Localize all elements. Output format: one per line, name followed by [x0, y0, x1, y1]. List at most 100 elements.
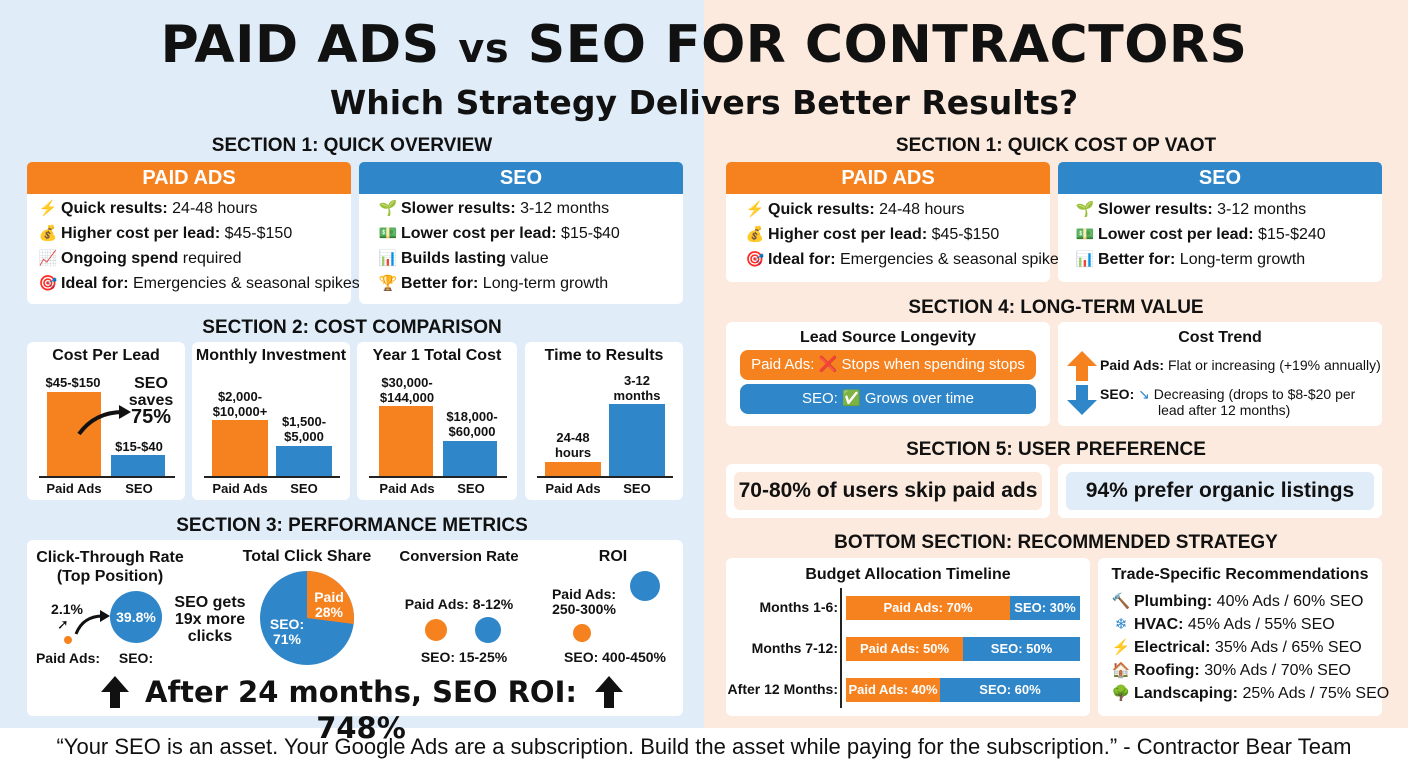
row-label: Higher cost per lead:: [768, 226, 928, 243]
money-icon: 💵: [1075, 226, 1095, 243]
row-label: Builds lasting: [401, 250, 506, 267]
monthly-investment-card: Monthly Investment $2,000- $10,000+ $1,50…: [192, 342, 350, 500]
label-line: $5,000: [284, 429, 324, 444]
note-line: 19x more: [174, 611, 246, 628]
x-label-paid: Paid Ads: [379, 481, 435, 496]
label-line: 28%: [314, 604, 344, 620]
label-line: months: [613, 388, 661, 403]
row-label: Quick results:: [768, 201, 875, 218]
conversion-seo: SEO: 15-25%: [420, 649, 508, 665]
title-line: (Top Position): [56, 568, 164, 585]
skip-paid-ads-stat: 70-80% of users skip paid ads: [734, 472, 1042, 510]
trade-value: 35% Ads / 65% SEO: [1210, 639, 1362, 656]
row-label: Quick results:: [61, 200, 168, 217]
year-one-cost-card: Year 1 Total Cost $30,000- $144,000 $18,0…: [357, 342, 517, 500]
trade-list: 🔨 Plumbing: 40% Ads / 60% SEO ❄ HVAC: 45% …: [1108, 590, 1390, 705]
trade-value: 25% Ads / 75% SEO: [1238, 685, 1390, 702]
cost-trend-paid: Paid Ads: Flat or increasing (+19% annua…: [1100, 356, 1381, 374]
card-title: Trade-Specific Recommendations: [1111, 566, 1369, 583]
paid-ads-bar: [47, 392, 101, 476]
section-3-title: SECTION 3: PERFORMANCE METRICS: [176, 515, 528, 536]
seo-bar-label: $15-$40: [115, 439, 163, 454]
row-label: Better for:: [401, 275, 479, 292]
card-title: Time to Results: [544, 347, 664, 364]
ctr-paid-label: Paid Ads:: [35, 650, 101, 666]
trade-label: Roofing:: [1134, 662, 1200, 679]
row-value: 3-12 months: [1212, 201, 1307, 218]
trade-value: 30% Ads / 70% SEO: [1199, 662, 1351, 679]
timeline-seo-segment: SEO: 30%: [1010, 596, 1080, 620]
label-line: 24-48: [556, 430, 590, 445]
page-subtitle: Which Strategy Delivers Better Results?: [329, 83, 1079, 122]
label-line: Paid: [314, 589, 344, 605]
target-icon: 🎯: [745, 251, 765, 268]
row-value: 3-12 months: [515, 200, 610, 217]
row-value: Emergencies & seasonal spikes: [128, 275, 360, 292]
trophy-icon: 🏆: [378, 275, 398, 292]
trend-label: SEO:: [1100, 386, 1135, 402]
paid-bar-label: $30,000- $144,000: [365, 375, 449, 405]
callout-line: SEO: [134, 375, 168, 392]
timeline-row-label: Months 7-12:: [751, 640, 838, 656]
overview-row: ⚡ Quick results: 24-48 hours: [35, 196, 343, 221]
x-label-seo: SEO: [457, 481, 485, 496]
timeline-paid-segment: Paid Ads: 70%: [846, 596, 1010, 620]
callout-line: 75%: [130, 406, 172, 428]
callout-line: saves: [128, 392, 174, 409]
trend-value: Flat or increasing (+19% annually): [1167, 357, 1381, 373]
title-line: Click-Through Rate: [36, 549, 184, 566]
card-title: Lead Source Longevity: [799, 329, 977, 346]
row-value: value: [505, 250, 549, 267]
row-value: required: [178, 250, 242, 267]
card-title: Cost Trend: [1178, 329, 1262, 346]
row-label: Better for:: [1098, 251, 1176, 268]
row-value: $15-$240: [1253, 226, 1326, 243]
conversion-paid-dot: [425, 619, 447, 641]
label-line: 250-300%: [552, 601, 616, 617]
label-line: $144,000: [379, 390, 435, 405]
x-label-seo: SEO: [623, 481, 651, 496]
seo-bar-label: 3-12 months: [605, 373, 669, 403]
seo-bar: [443, 441, 497, 476]
row-label: Lower cost per lead:: [1098, 226, 1254, 243]
row-value: Long-term growth: [478, 275, 609, 292]
row-label: Slower results:: [401, 200, 516, 217]
roi-footer: After 24 months, SEO ROI: 748%: [145, 675, 577, 745]
timeline-row-label: Months 1-6:: [759, 599, 838, 615]
arrow-up-icon: [593, 674, 625, 710]
ctr-seo-label: SEO:: [118, 650, 154, 666]
lead-source-longevity-card: Lead Source Longevity Paid Ads: ❌ Stops …: [726, 322, 1050, 426]
overview-row: 💰 Higher cost per lead: $45-$150: [742, 222, 1034, 247]
click-share-title: Total Click Share: [242, 548, 372, 565]
roi-seo: SEO: 400-450%: [564, 649, 666, 665]
cost-per-lead-card: Cost Per Lead $45-$150 SEO saves 75% $15-$…: [27, 342, 185, 500]
seo-header: SEO: [359, 162, 683, 194]
label-line: Paid Ads:: [551, 586, 617, 602]
label-line: hours: [554, 445, 592, 460]
label-line: $18,000-: [446, 409, 498, 424]
lightning-icon: ⚡: [38, 200, 58, 217]
trade-recommendations-card: Trade-Specific Recommendations 🔨 Plumbing…: [1098, 558, 1389, 716]
x-label-seo: SEO: [290, 481, 318, 496]
seo-overview-card: SEO 🌱 Slower results: 3-12 months 💵 Lower …: [359, 162, 683, 304]
seo-longevity-pill: SEO: ✅ Grows over time: [740, 384, 1036, 414]
timeline-seo-segment: SEO: 60%: [940, 678, 1080, 702]
money-bag-icon: 💰: [38, 225, 58, 242]
trade-label: Plumbing:: [1134, 593, 1213, 610]
paid-bar-label: $2,000- $10,000+: [200, 389, 280, 419]
conversion-title: Conversion Rate: [399, 548, 519, 565]
pie-seo-label: SEO: 71%: [269, 617, 305, 647]
seo-bar: [609, 404, 665, 476]
trend-value: Decreasing (drops to $8-$20 per: [1153, 386, 1356, 402]
overview-row: 💵 Lower cost per lead: $15-$240: [1072, 222, 1368, 247]
row-label: Higher cost per lead:: [61, 225, 221, 242]
paid-ads-bar: [379, 406, 433, 476]
performance-metrics-card: Click-Through Rate (Top Position) 2.1% ➚ …: [27, 540, 683, 745]
house-icon: 🏠: [1111, 662, 1131, 679]
seedling-icon: 🌱: [1075, 201, 1095, 218]
overview-row: 🎯 Ideal for: Emergencies & seasonal spike: [742, 247, 1059, 272]
overview-row: 🎯 Ideal for: Emergencies & seasonal spike…: [35, 271, 360, 296]
note-line: SEO gets: [174, 594, 246, 611]
card-title: Budget Allocation Timeline: [805, 566, 1011, 583]
overview-row: 💰 Higher cost per lead: $45-$150: [35, 221, 343, 246]
